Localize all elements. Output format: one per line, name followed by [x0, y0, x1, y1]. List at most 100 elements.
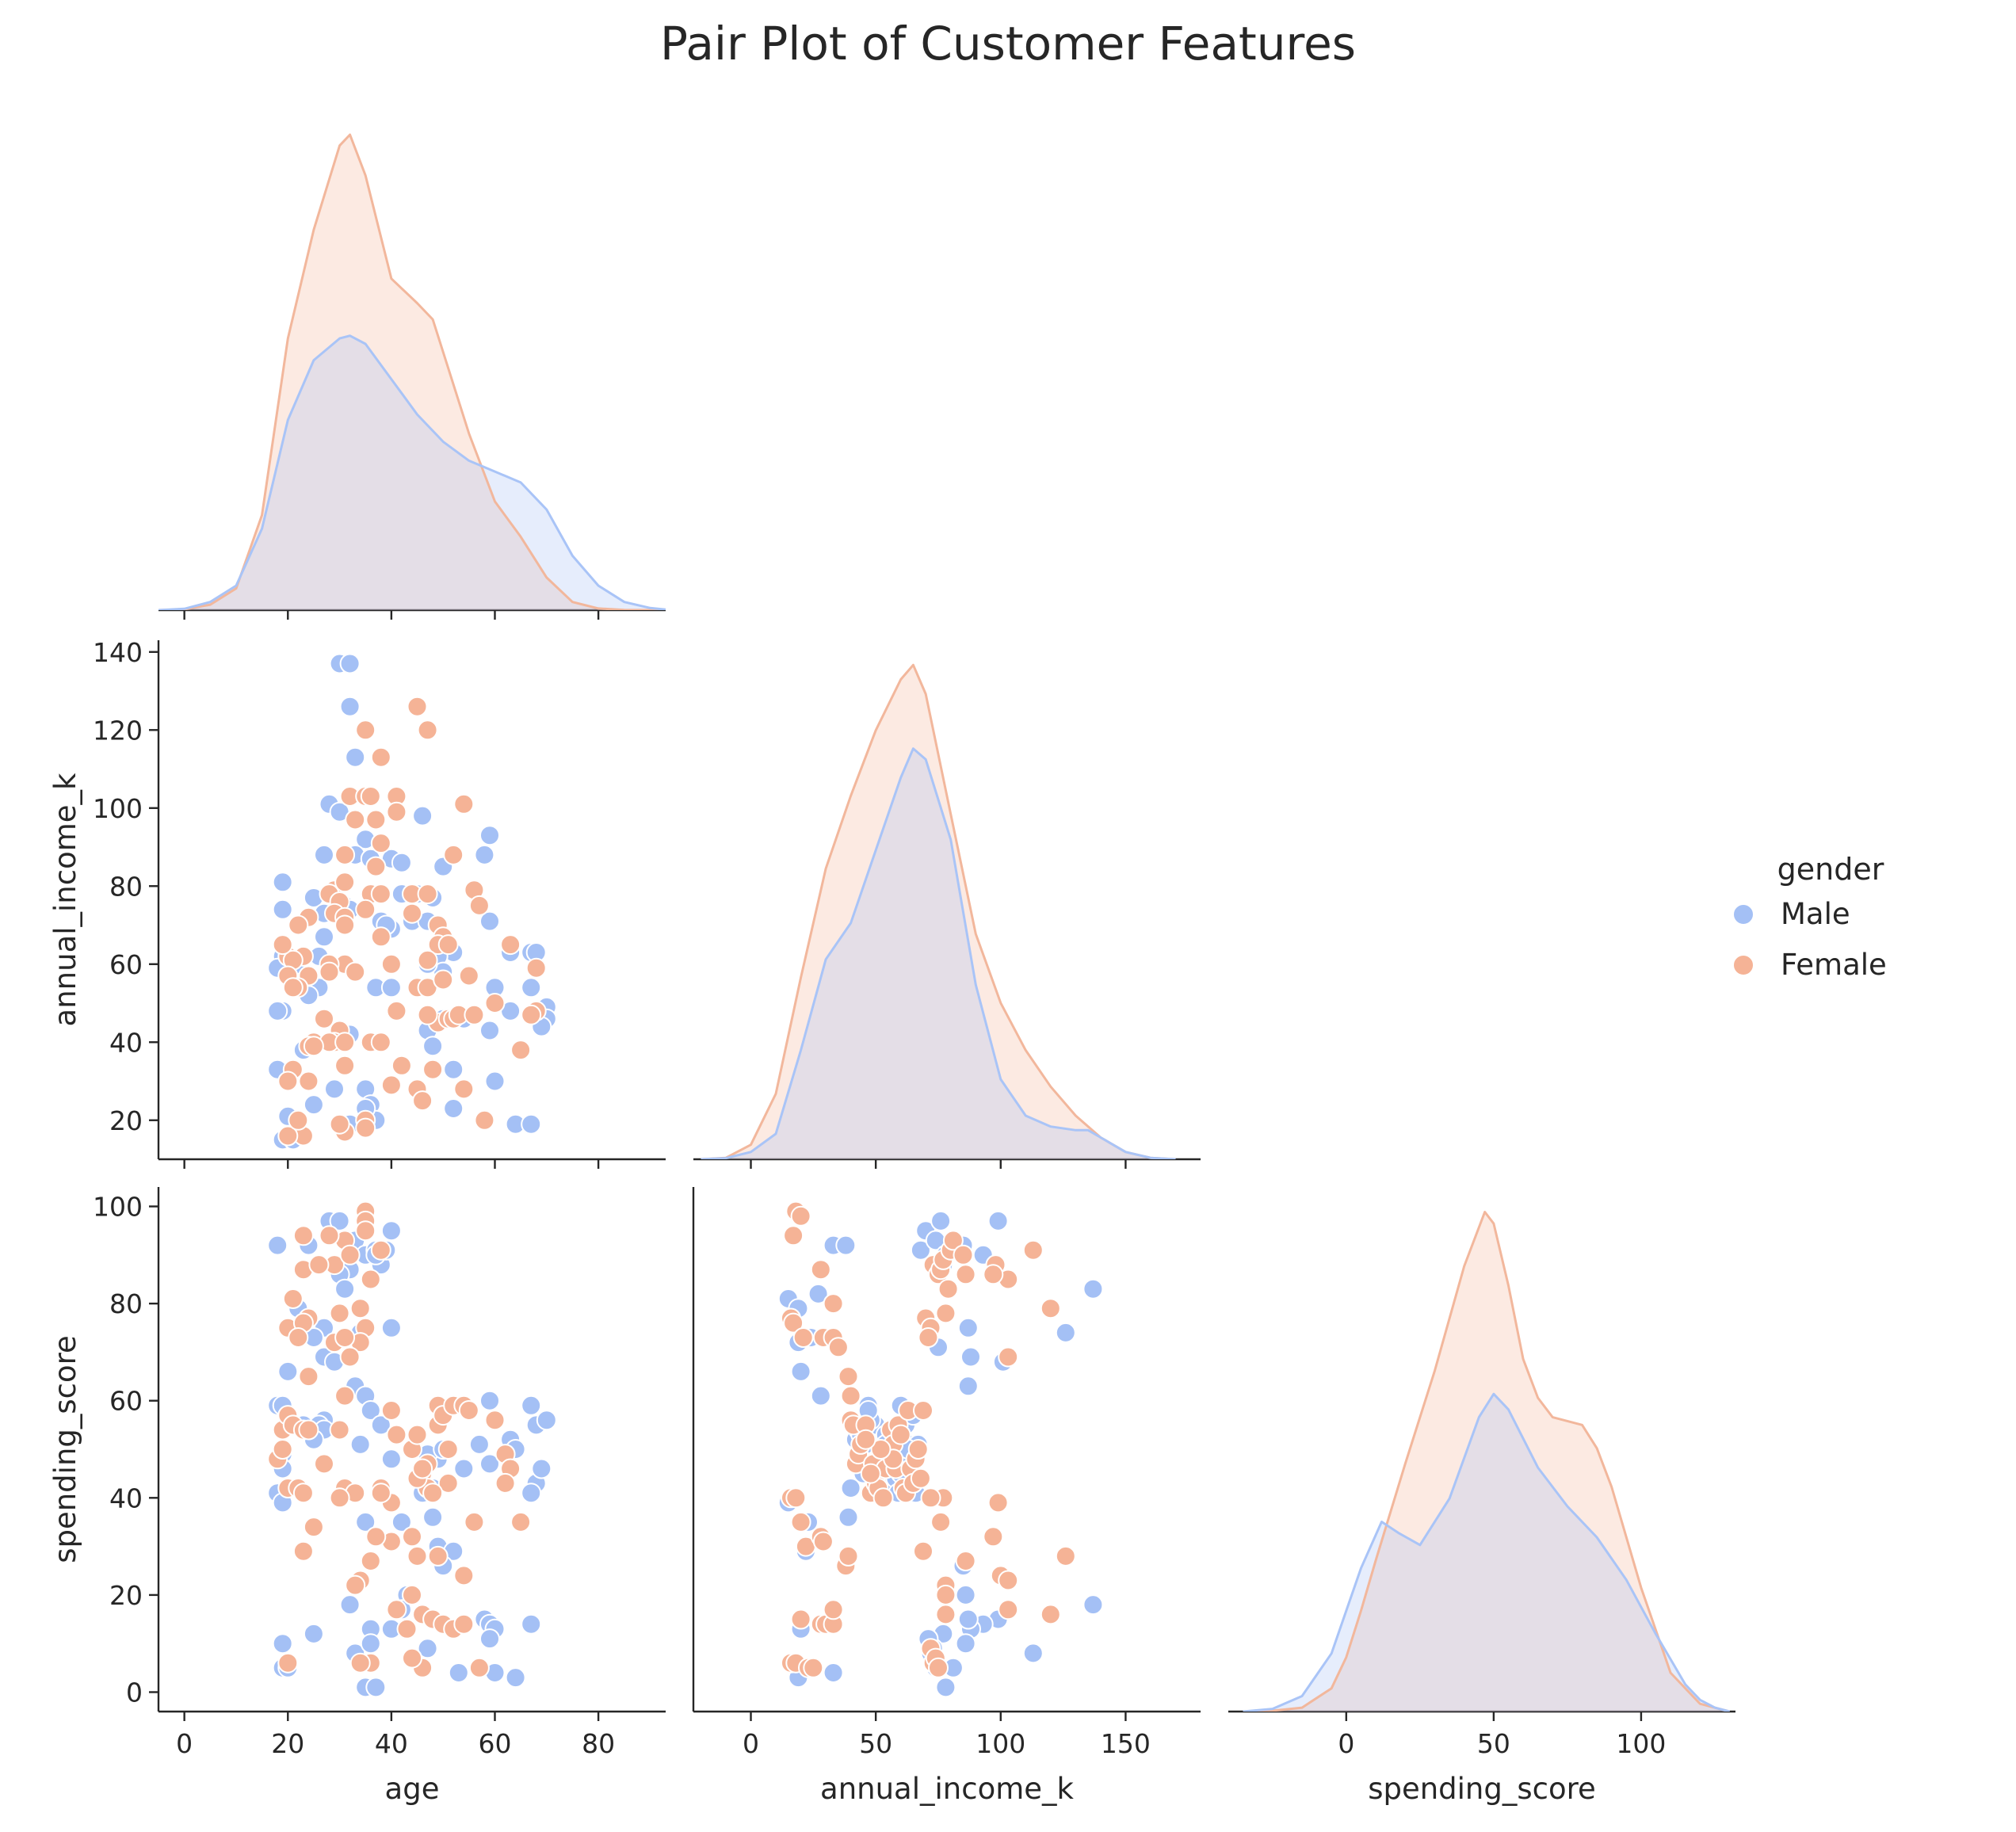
point-female — [458, 1400, 479, 1421]
x-tick-label: 100 — [976, 1728, 1025, 1759]
point-male — [380, 1220, 402, 1242]
point-female — [319, 1225, 340, 1246]
point-male — [835, 1235, 857, 1256]
point-female — [855, 1429, 876, 1450]
x-tick-label: 50 — [859, 1728, 892, 1759]
point-female — [407, 696, 428, 717]
point-male — [479, 825, 500, 846]
point-female — [407, 1545, 428, 1567]
point-male — [339, 1594, 361, 1616]
point-female — [913, 1400, 934, 1421]
point-male — [380, 977, 402, 998]
kde-line-female — [158, 133, 666, 610]
point-male — [365, 1677, 387, 1698]
point-female — [319, 961, 340, 983]
point-female — [380, 953, 402, 975]
point-male — [531, 1458, 552, 1479]
point-female — [427, 1545, 449, 1567]
point-male — [479, 1453, 500, 1475]
point-male — [272, 1633, 293, 1655]
x-tick-label: 0 — [176, 1728, 193, 1759]
point-male — [484, 1071, 506, 1092]
point-male — [521, 1613, 542, 1635]
point-male — [808, 1283, 829, 1304]
kde-fill-female — [1243, 1212, 1730, 1712]
point-female — [983, 1526, 1004, 1548]
point-female — [329, 1113, 350, 1135]
panel-annual_income_k-vs-spending_score: 0 50 100 150 annual_income_k — [692, 1187, 1201, 1806]
point-female — [298, 1366, 319, 1387]
point-female — [998, 1599, 1019, 1620]
point-female — [790, 1511, 811, 1532]
point-male — [303, 1623, 324, 1644]
point-female — [437, 1439, 459, 1460]
point-male — [810, 1385, 831, 1406]
point-female — [872, 1487, 894, 1509]
point-male — [391, 852, 412, 873]
point-female — [803, 1657, 824, 1678]
point-female — [402, 1647, 422, 1669]
point-male — [957, 1609, 979, 1630]
y-tick-label: 60 — [109, 1386, 143, 1417]
x-axis-label: annual_income_k — [820, 1772, 1074, 1806]
point-male — [329, 1210, 350, 1231]
y-tick-label: 140 — [93, 637, 143, 668]
point-female — [458, 965, 479, 987]
point-male — [823, 1662, 844, 1683]
y-tick-label: 20 — [109, 1580, 143, 1611]
point-female — [360, 1269, 381, 1290]
point-male — [955, 1584, 976, 1605]
point-female — [334, 914, 356, 936]
y-tick-label: 60 — [109, 949, 143, 980]
legend: gender Male Female — [1732, 852, 1887, 982]
y-tick-label: 120 — [93, 715, 143, 746]
point-female — [277, 1071, 299, 1092]
point-male — [412, 805, 433, 826]
point-female — [412, 1458, 433, 1479]
point-female — [386, 1000, 407, 1021]
point-female — [314, 1453, 334, 1475]
legend-marker — [1732, 954, 1754, 976]
point-female — [360, 786, 381, 807]
panel-annual_income_k-kde — [693, 663, 1201, 1169]
point-female — [370, 926, 391, 948]
point-female — [785, 1487, 807, 1509]
point-female — [334, 872, 356, 893]
point-female — [314, 1008, 334, 1029]
point-female — [288, 914, 309, 936]
point-female — [913, 1540, 934, 1562]
point-female — [494, 1472, 516, 1494]
point-female — [329, 1487, 350, 1509]
point-female — [453, 1613, 475, 1635]
point-female — [292, 1225, 314, 1246]
point-female — [838, 1545, 859, 1567]
point-female — [790, 1609, 811, 1630]
point-female — [349, 1652, 371, 1674]
legend-marker — [1732, 903, 1754, 926]
point-female — [380, 1074, 402, 1096]
point-female — [907, 1439, 929, 1460]
legend-entry-male: Male — [1732, 897, 1850, 931]
legend-entries: Male Female — [1732, 897, 1887, 982]
point-male — [479, 1020, 500, 1041]
point-female — [370, 1239, 391, 1261]
point-female — [282, 977, 304, 998]
point-female — [298, 1419, 319, 1441]
point-female — [422, 1059, 444, 1080]
point-female — [370, 884, 391, 905]
point-female — [345, 961, 366, 983]
point-female — [298, 1071, 319, 1092]
point-female — [355, 899, 376, 920]
point-male — [505, 1667, 526, 1689]
point-male — [334, 1278, 356, 1300]
legend-label: Male — [1781, 897, 1850, 931]
point-female — [365, 809, 387, 830]
point-female — [823, 1293, 844, 1315]
y-axis-label: annual_income_k — [48, 773, 82, 1026]
kde-fill-male — [1243, 1394, 1730, 1712]
x-tick-label: 80 — [582, 1728, 615, 1759]
point-female — [935, 1604, 956, 1625]
point-male — [479, 1628, 500, 1650]
y-tick-label: 80 — [109, 871, 143, 902]
point-female — [386, 1599, 407, 1620]
